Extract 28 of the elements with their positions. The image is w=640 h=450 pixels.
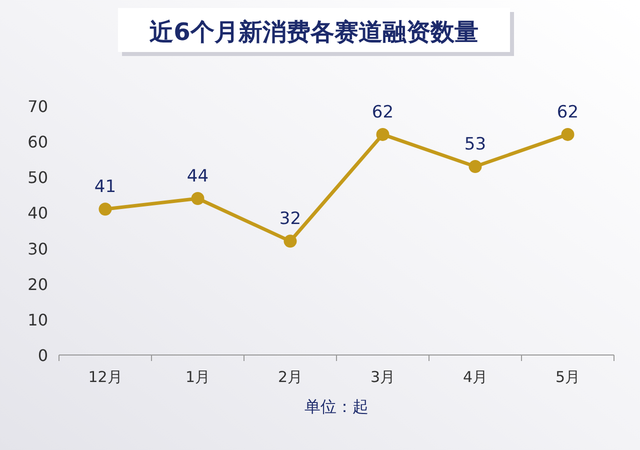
data-label: 62 [372, 102, 394, 122]
data-label: 41 [94, 177, 116, 198]
x-tick-label: 4月 [462, 368, 488, 386]
x-axis-title: 单位：起 [304, 397, 368, 416]
point [191, 192, 204, 205]
data-label: 32 [279, 209, 302, 230]
chart-title: 近6个月新消费各赛道融资数量 [150, 18, 478, 46]
y-tick-label: 40 [28, 204, 48, 223]
x-tick-label: 5月 [555, 368, 580, 386]
y-tick-label: 70 [28, 97, 48, 116]
x-tick-label: 2月 [278, 368, 303, 386]
data-label: 62 [556, 102, 579, 122]
data-label: 53 [464, 134, 486, 154]
data-label: 44 [186, 166, 209, 186]
x-tick-label: 1月 [185, 368, 210, 386]
point [376, 128, 390, 141]
y-tick-label: 60 [28, 132, 48, 152]
point [468, 160, 482, 173]
y-tick-label: 20 [28, 274, 48, 294]
y-tick-label: 10 [28, 310, 48, 330]
y-tick-label: 30 [28, 239, 48, 258]
x-tick-label: 3月 [370, 368, 396, 386]
point [98, 202, 112, 216]
x-tick-label: 12月 [88, 368, 122, 386]
point [284, 234, 297, 248]
y-tick-label: 0 [38, 346, 48, 365]
y-tick-label: 50 [28, 168, 48, 188]
point [561, 128, 574, 141]
